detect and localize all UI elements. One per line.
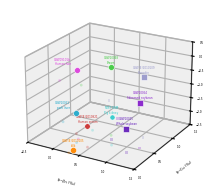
X-axis label: δ⁶⁶Zn (‰): δ⁶⁶Zn (‰) (57, 178, 76, 186)
Y-axis label: δ⁶⁶Cu (‰): δ⁶⁶Cu (‰) (176, 160, 193, 175)
